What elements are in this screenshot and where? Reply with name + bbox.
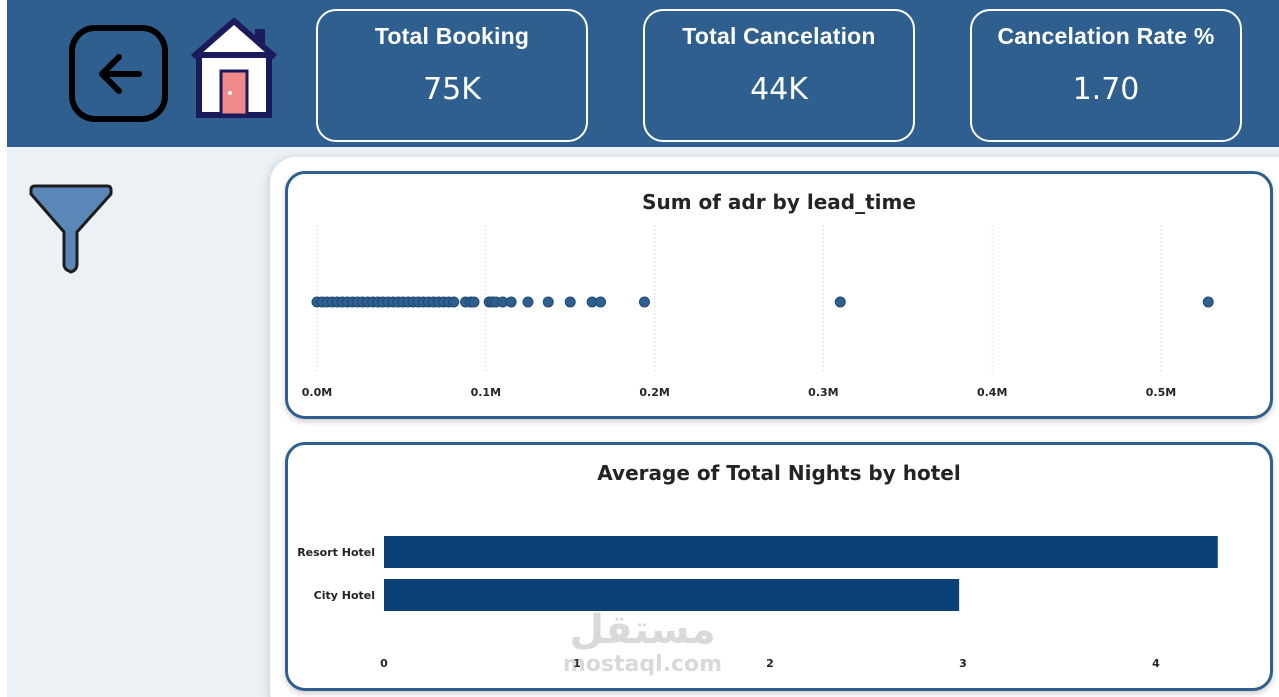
kpi-label: Cancelation Rate %: [997, 23, 1215, 49]
back-button[interactable]: [69, 25, 168, 122]
kpi-total-booking: Total Booking 75K: [316, 9, 588, 142]
kpi-value: 1.70: [1072, 72, 1140, 107]
watermark-arabic: مستقل: [569, 607, 716, 653]
home-button[interactable]: [183, 15, 285, 120]
y-category-label: City Hotel: [314, 589, 375, 602]
kpi-cancelation-rate: Cancelation Rate % 1.70: [970, 9, 1242, 142]
bar-chart-card[interactable]: Average of Total Nights by hotel Resort …: [285, 442, 1273, 691]
scatter-point[interactable]: [564, 296, 576, 308]
scatter-point[interactable]: [505, 296, 517, 308]
x-tick-label: 0.1M: [471, 386, 501, 399]
x-tick-label: 1: [573, 657, 581, 670]
chart-title: Sum of adr by lead_time: [642, 190, 916, 214]
scatter-chart: 0.0M 0.1M 0.2M 0.3M 0.4M 0.5M: [302, 226, 1214, 399]
x-tick-label: 0.0M: [302, 386, 332, 399]
kpi-label: Total Cancelation: [682, 23, 876, 49]
funnel-icon: [29, 184, 113, 274]
chart-title: Average of Total Nights by hotel: [597, 461, 961, 485]
y-category-label: Resort Hotel: [297, 546, 375, 559]
kpi-label: Total Booking: [374, 23, 530, 49]
watermark: مستقل mostaql.com: [560, 608, 725, 688]
scatter-chart-card[interactable]: Sum of adr by lead_time 0.0M 0.1M 0.2M 0.3M…: [285, 171, 1273, 419]
scatter-point[interactable]: [1202, 296, 1214, 308]
scatter-point[interactable]: [595, 296, 607, 308]
x-tick-label: 4: [1152, 657, 1160, 670]
bar[interactable]: [384, 579, 960, 611]
x-tick-label: 0: [380, 657, 388, 670]
x-tick-label: 2: [766, 657, 774, 670]
scatter-point[interactable]: [638, 296, 650, 308]
scatter-point[interactable]: [542, 296, 554, 308]
bar[interactable]: [384, 536, 1218, 568]
watermark-latin: mostaql.com: [562, 652, 723, 677]
scatter-point[interactable]: [468, 296, 480, 308]
scatter-point[interactable]: [834, 296, 846, 308]
scatter-point[interactable]: [448, 296, 460, 308]
scatter-point[interactable]: [522, 296, 534, 308]
x-tick-label: 0.3M: [808, 386, 838, 399]
left-edge: [0, 0, 7, 697]
x-tick-label: 0.2M: [639, 386, 669, 399]
kpi-value: 44K: [750, 72, 808, 107]
x-tick-label: 3: [959, 657, 967, 670]
x-tick-label: 0.5M: [1146, 386, 1176, 399]
x-tick-label: 0.4M: [977, 386, 1007, 399]
bar-chart: Resort Hotel City Hotel 0 1 2 3 4: [297, 536, 1218, 670]
kpi-value: 75K: [423, 72, 481, 107]
house-icon: [191, 18, 277, 118]
arrow-left-icon: [99, 54, 142, 94]
filter-button[interactable]: [27, 184, 115, 274]
kpi-total-cancelation: Total Cancelation 44K: [643, 9, 915, 142]
